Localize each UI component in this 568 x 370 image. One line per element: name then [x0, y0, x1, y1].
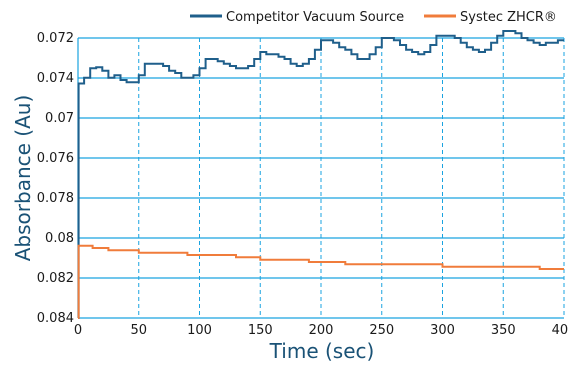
gridlines — [77, 37, 565, 319]
x-tick-label: 250 — [369, 323, 394, 338]
legend: Competitor Vacuum Source Systec ZHCR® — [190, 10, 557, 25]
x-tick-label: 400 — [552, 323, 568, 338]
series-line-competitor — [77, 30, 564, 319]
y-tick-label: 0.076 — [37, 151, 74, 166]
x-tick-labels: 0 50 100 150 200 250 300 350 400 — [74, 323, 568, 338]
y-axis-title: Absorbance (Au) — [11, 95, 35, 262]
series-line-systec — [77, 244, 564, 319]
x-tick-label: 300 — [430, 323, 455, 338]
x-tick-label: 200 — [309, 323, 334, 338]
y-tick-label: 0.082 — [37, 271, 74, 286]
x-tick-label: 0 — [74, 323, 82, 338]
x-tick-label: 150 — [248, 323, 273, 338]
x-tick-label: 100 — [187, 323, 212, 338]
y-tick-label: 0.07 — [45, 111, 74, 126]
x-axis-title: Time (sec) — [269, 339, 375, 363]
x-tick-label: 350 — [491, 323, 516, 338]
x-tick-label: 50 — [130, 323, 147, 338]
y-tick-label: 0.072 — [37, 31, 74, 46]
y-tick-labels: 0.072 0.074 0.07 0.076 0.078 0.08 0.082 0.084 — [37, 31, 74, 326]
legend-label-competitor: Competitor Vacuum Source — [226, 10, 404, 25]
series-lines — [77, 30, 564, 319]
y-tick-label: 0.078 — [37, 191, 74, 206]
legend-label-systec: Systec ZHCR® — [460, 10, 557, 25]
y-tick-label: 0.08 — [45, 231, 74, 246]
y-tick-label: 0.074 — [37, 71, 74, 86]
y-tick-label: 0.084 — [37, 311, 74, 326]
